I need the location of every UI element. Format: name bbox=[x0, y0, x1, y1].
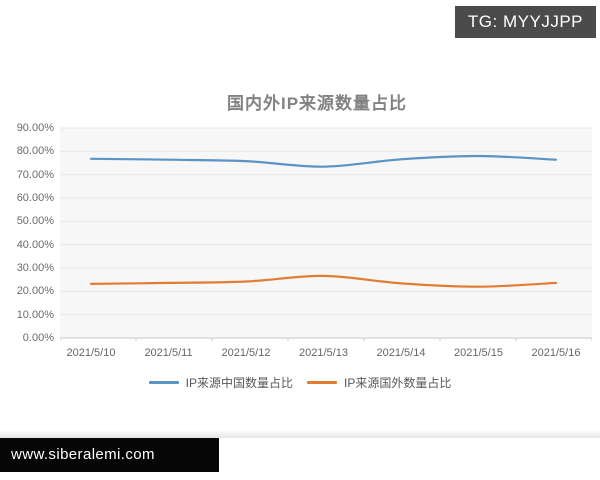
y-axis-tick-label: 30.00% bbox=[16, 262, 54, 274]
legend-line-swatch bbox=[148, 381, 179, 384]
tg-badge: TG: MYYJJPP bbox=[454, 6, 596, 38]
x-axis-tick-label: 2021/5/14 bbox=[376, 347, 426, 359]
y-axis-tick-label: 20.00% bbox=[16, 285, 54, 298]
x-axis-tick-label: 2021/5/13 bbox=[299, 347, 348, 359]
legend-item: IP来源中国数量占比 bbox=[148, 374, 293, 391]
x-axis-tick-label: 2021/5/10 bbox=[66, 347, 116, 359]
plot-area bbox=[60, 127, 592, 341]
series-line-IP来源中国数量占比 bbox=[89, 154, 558, 168]
x-axis-tick-label: 2021/5/12 bbox=[221, 347, 271, 359]
legend: IP来源中国数量占比 IP来源国外数量占比 bbox=[0, 374, 600, 391]
y-axis-tick-label: 50.00% bbox=[16, 215, 54, 228]
x-axis-tick-label: 2021/5/16 bbox=[531, 347, 581, 359]
x-axis-tick-label: 2021/5/15 bbox=[454, 347, 503, 359]
x-axis: 2021/5/10 2021/5/11 2021/5/12 2021/5/13 2021… bbox=[60, 347, 592, 363]
y-axis-tick-label: 60.00% bbox=[16, 192, 54, 204]
y-axis-tick-label: 90.00% bbox=[16, 122, 54, 134]
footer-url: www.siberalemi.com bbox=[11, 446, 155, 463]
legend-item: IP来源国外数量占比 bbox=[307, 374, 451, 391]
series-line-IP来源国外数量占比 bbox=[89, 274, 558, 288]
legend-line-swatch bbox=[307, 381, 337, 384]
y-axis-tick-label: 40.00% bbox=[16, 238, 54, 251]
page-edge-shadow bbox=[0, 430, 600, 438]
y-axis-tick-label: 70.00% bbox=[16, 168, 54, 181]
y-axis-tick-label: 10.00% bbox=[16, 308, 54, 321]
chart-title: 国内外IP来源数量占比 bbox=[226, 94, 408, 113]
x-axis-tick-label: 2021/5/11 bbox=[144, 347, 193, 359]
y-axis-tick-label: 80.00% bbox=[16, 145, 54, 158]
y-axis: 0.00% 10.00% 20.00% 30.00% 40.00% 50.00% 60.00… bbox=[0, 122, 54, 344]
plot-background bbox=[60, 128, 592, 338]
legend-label: IP来源中国数量占比 bbox=[185, 376, 293, 390]
footer-bar: www.siberalemi.com bbox=[0, 438, 219, 472]
legend-label: IP来源国外数量占比 bbox=[344, 376, 452, 390]
y-axis-tick-label: 0.00% bbox=[22, 332, 54, 344]
